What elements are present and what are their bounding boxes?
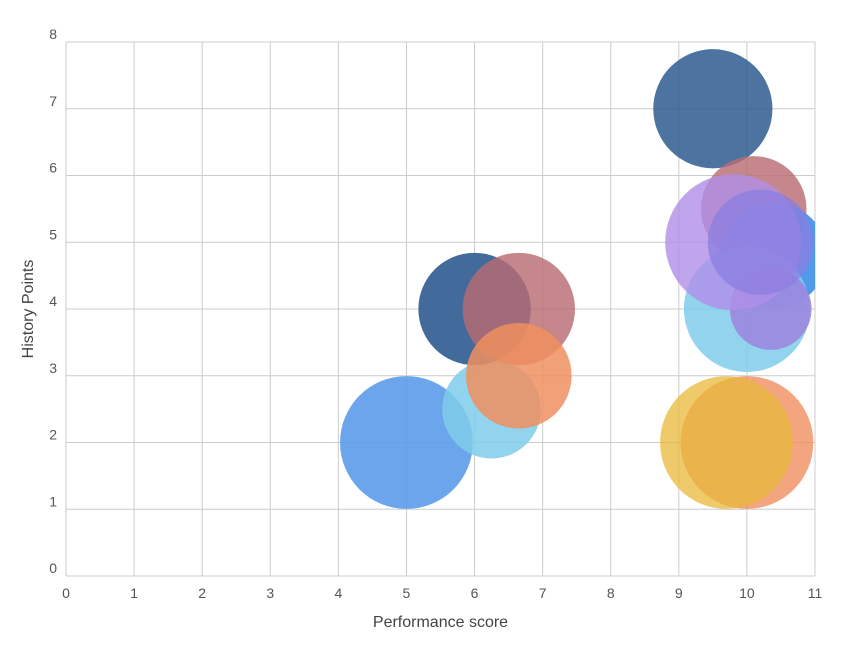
bubble-point-4 [466, 322, 572, 429]
y-tick-label: 0 [49, 560, 57, 576]
x-tick-labels: 0 1 2 3 4 5 6 7 8 9 10 11 [62, 585, 822, 601]
x-tick-label: 11 [808, 585, 823, 601]
x-tick-label: 2 [198, 585, 206, 601]
x-tick-label: 3 [266, 585, 274, 601]
x-tick-label: 9 [675, 585, 683, 601]
y-tick-label: 4 [49, 293, 57, 309]
bubble-point-11 [707, 189, 814, 296]
x-tick-label: 4 [334, 585, 342, 601]
x-tick-label: 7 [539, 585, 547, 601]
x-tick-label: 1 [130, 585, 138, 601]
x-tick-label: 0 [62, 585, 70, 601]
y-axis-title: History Points [20, 260, 37, 359]
x-tick-label: 10 [739, 585, 755, 601]
x-axis-title: Performance score [373, 614, 508, 631]
y-tick-label: 2 [49, 427, 57, 443]
bubbles [340, 49, 815, 509]
x-tick-label: 5 [403, 585, 411, 601]
y-tick-label: 1 [49, 493, 57, 509]
y-tick-label: 8 [49, 26, 57, 42]
x-tick-label: 8 [607, 585, 615, 601]
bubble-point-0 [340, 376, 473, 509]
y-tick-label: 3 [49, 360, 57, 376]
bubble-point-5 [653, 49, 773, 169]
y-tick-label: 7 [49, 93, 57, 109]
y-tick-label: 6 [49, 160, 57, 176]
x-tick-label: 6 [471, 585, 479, 601]
y-tick-labels: 0 1 2 3 4 5 6 7 8 [49, 26, 57, 576]
bubble-point-13 [660, 376, 793, 509]
y-tick-label: 5 [49, 226, 57, 242]
